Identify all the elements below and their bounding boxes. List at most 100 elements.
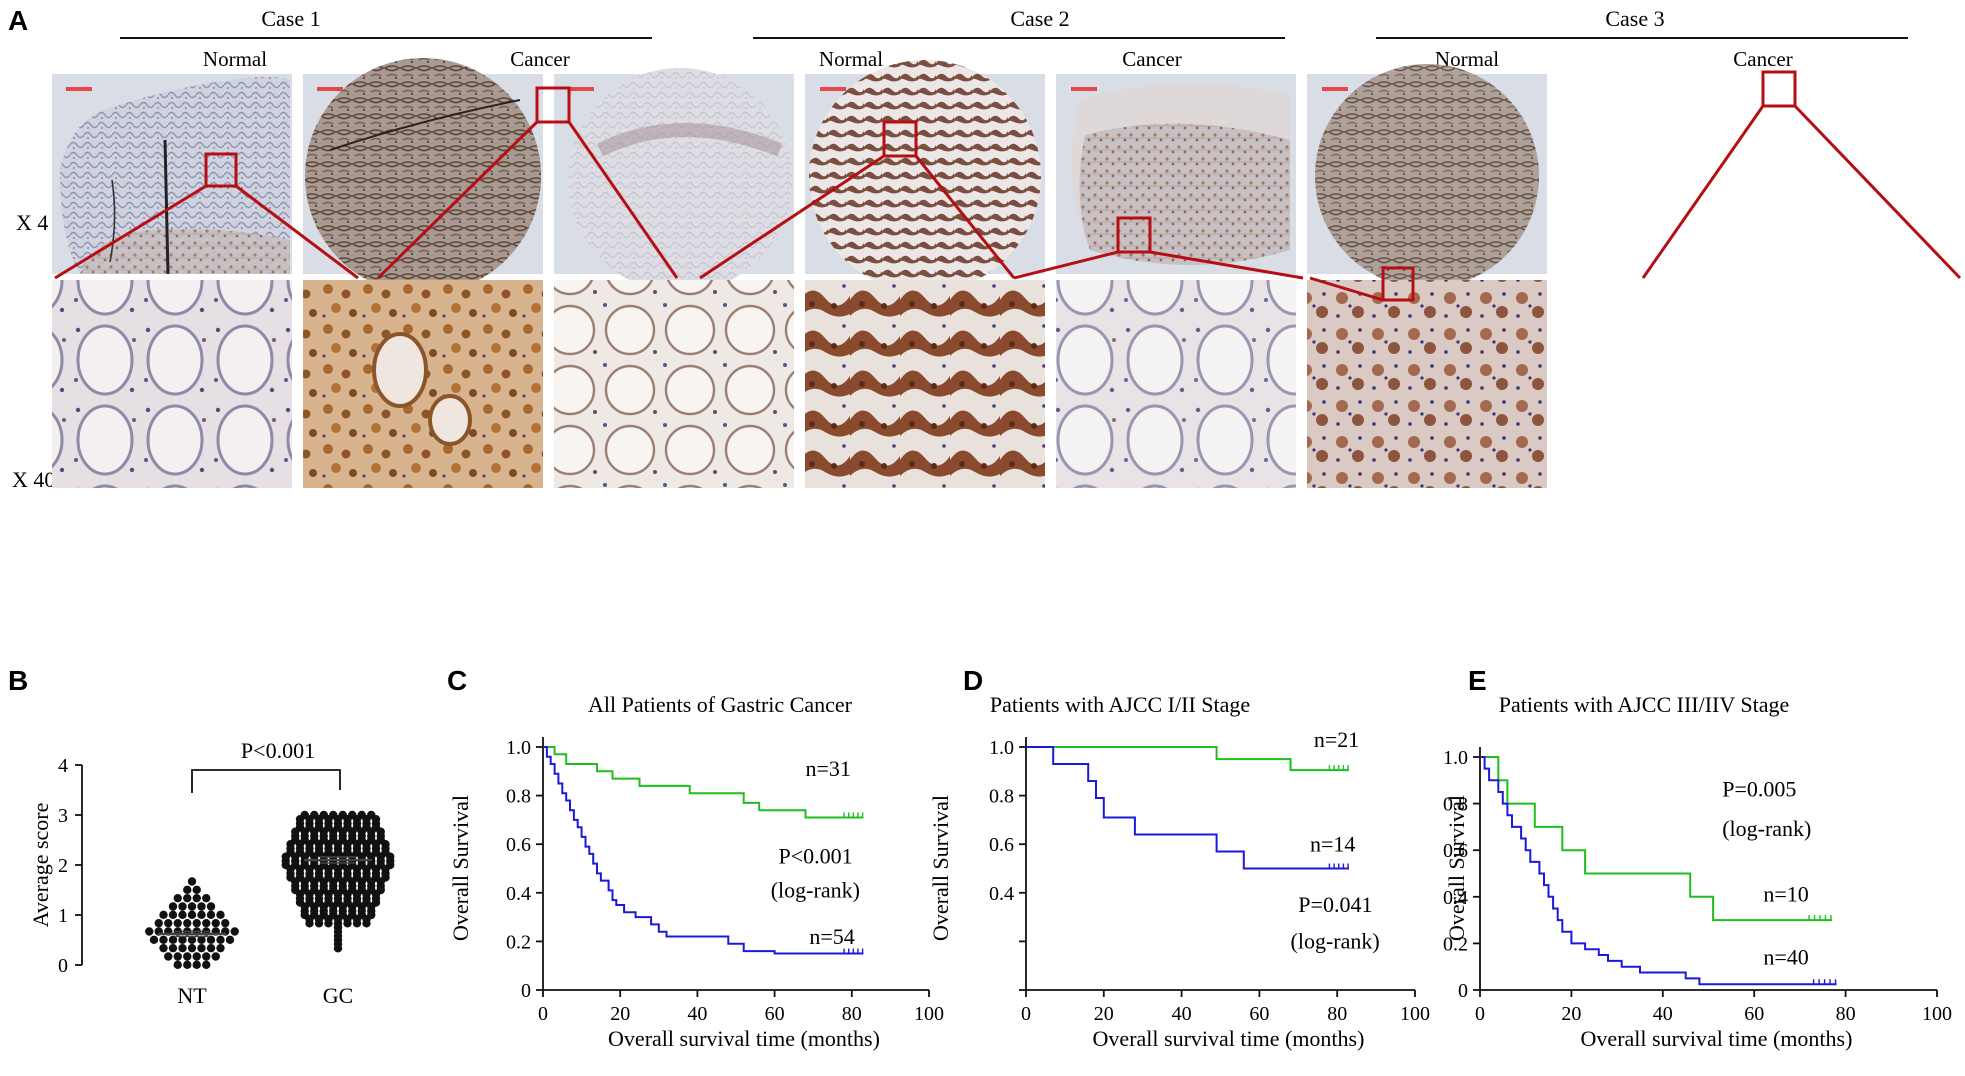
panel-b-data-point	[168, 902, 178, 911]
panel-b-data-point	[192, 960, 201, 970]
panel-b-data-point	[362, 919, 371, 928]
panel-b-data-point	[145, 927, 154, 936]
case-2-normal-label: Normal	[819, 47, 883, 71]
panel-b-data-point	[183, 918, 192, 928]
panel-letter: D	[963, 665, 983, 696]
zoom-connector	[1309, 276, 1384, 302]
panel-b-data-point	[187, 935, 197, 945]
km-x-tick-label: 0	[1475, 1003, 1485, 1025]
tile-case2-normal-x4	[554, 68, 794, 292]
km-y-tick-label: 1.0	[989, 737, 1014, 759]
km-x-tick-label: 100	[1400, 1003, 1430, 1025]
km-y-tick-label: 0.8	[1443, 794, 1468, 816]
magnification-low-label: X 4	[16, 210, 48, 235]
panel-b-data-point	[192, 893, 201, 903]
panel-b-data-point	[183, 885, 192, 895]
km-x-tick-label: 40	[1653, 1003, 1673, 1025]
panel-b-data-point	[202, 960, 211, 970]
panel-b-data-point	[197, 935, 206, 945]
panel-b-data-point	[154, 918, 163, 928]
panel-b-data-point	[183, 960, 192, 970]
zoom-connector	[54, 184, 207, 280]
km-y-tick-label: 0.6	[506, 834, 531, 856]
panel-b-data-point	[187, 910, 197, 920]
km-y-tick-label: 0.2	[506, 931, 531, 953]
zoom-connector	[1793, 104, 1962, 280]
km-x-axis-label: Overall survival time (months)	[608, 1026, 880, 1051]
zoom-box	[1116, 216, 1152, 254]
scale-bar	[66, 87, 92, 91]
case-2-title: Case 2	[1010, 6, 1069, 31]
panel-b-data-point	[206, 935, 216, 945]
km-x-tick-label: 20	[1561, 1003, 1581, 1025]
tile-case2-cancer-x4	[805, 60, 1045, 292]
panel-b-data-point	[168, 935, 178, 945]
panel-b-data-point	[333, 944, 343, 953]
km-annotation: n=31	[805, 756, 850, 781]
panel-b-data-point	[192, 885, 201, 895]
scale-bar	[1071, 87, 1097, 91]
km-y-tick-label: 0.4	[1443, 887, 1468, 909]
panel-b-y-tick-label: 1	[58, 905, 68, 927]
zoom-connector	[1641, 105, 1765, 279]
km-x-tick-label: 20	[610, 1003, 630, 1025]
case-1-title: Case 1	[261, 6, 320, 31]
panel-b-x-tick-label: NT	[177, 983, 207, 1008]
zoom-connector	[567, 121, 679, 279]
panel-letter: C	[447, 665, 467, 696]
scale-bars	[66, 87, 1348, 91]
zoom-connector	[914, 155, 1016, 279]
km-x-tick-label: 40	[1172, 1003, 1192, 1025]
km-survival-curve	[1480, 756, 1832, 922]
panel-b-data-point	[352, 919, 362, 928]
case-3-header: Case 3 Normal Cancer	[1376, 6, 1908, 71]
case-2-cancer-label: Cancer	[1122, 47, 1181, 71]
case-1-normal-label: Normal	[203, 47, 267, 71]
zoom-box	[535, 86, 571, 124]
tile-case1-normal-x40	[52, 280, 292, 488]
km-annotation: n=21	[1314, 727, 1359, 752]
case-3-cancer-label: Cancer	[1733, 47, 1792, 71]
panel-b-data-point	[216, 943, 225, 953]
km-y-tick-label: 0	[521, 980, 531, 1002]
km-annotation: P<0.001	[778, 844, 852, 869]
km-y-tick-label: 0.4	[989, 883, 1014, 905]
zoom-box	[1381, 266, 1415, 302]
km-y-tick-label: 1.0	[506, 737, 531, 759]
panel-b-data-point	[178, 935, 187, 945]
km-y-axis-label: Overall Survival	[448, 795, 473, 941]
panel-b-data-point	[324, 919, 333, 928]
panel-e-km-plot: E Patients with AJCC III/IIV Stage 0 20 40 60…	[1443, 665, 1952, 1051]
panel-b-data-point	[178, 910, 187, 920]
panel-b-data-point	[206, 902, 216, 911]
panel-b-data-point	[149, 935, 159, 945]
panel-b-significance-bracket	[191, 769, 341, 793]
zoom-connector	[1013, 250, 1119, 280]
panel-b-x-tick-label: GC	[323, 983, 354, 1008]
panel-b-data-point	[173, 952, 182, 961]
magnification-high-label: X 40	[12, 467, 55, 492]
km-survival-curve	[1026, 746, 1349, 772]
zoom-box	[882, 120, 918, 158]
km-title: Patients with AJCC III/IIV Stage	[1499, 692, 1789, 717]
panel-b-data-point	[159, 935, 168, 945]
panel-b-data-point	[221, 918, 230, 928]
panel-b-data-point	[202, 918, 211, 928]
panel-b-dotplot: Average score P<0.001 0 1 2 3 4 NT GC	[28, 738, 395, 1008]
km-y-axis-label: Overall Survival	[928, 795, 953, 941]
panel-d-km-plot: D Patients with AJCC I/II Stage 0 20 40 60 80 1…	[928, 665, 1430, 1051]
km-x-tick-label: 20	[1094, 1003, 1114, 1025]
km-x-tick-label: 60	[765, 1003, 785, 1025]
km-y-tick-label: 0.2	[1443, 933, 1468, 955]
km-y-tick-label: 0.8	[989, 786, 1014, 808]
tile-case2-normal-x40	[554, 280, 794, 488]
panel-b-data-point	[225, 935, 235, 945]
zoom-connector	[376, 120, 539, 280]
tile-case3-cancer-x4	[1307, 64, 1547, 288]
zoom-connector	[699, 154, 885, 280]
zoom-indicators	[54, 70, 1962, 302]
km-x-tick-label: 60	[1744, 1003, 1764, 1025]
panel-b-data-point	[183, 952, 192, 961]
scale-bar	[317, 87, 343, 91]
